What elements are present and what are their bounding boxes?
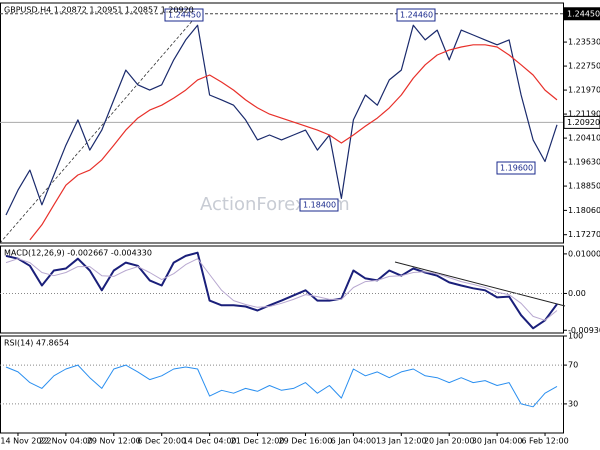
panel-title: MACD(12,26,9) -0.002667 -0.004330 — [4, 249, 152, 258]
y-tick-label: 1.20410 — [568, 134, 600, 143]
panel-frame — [0, 335, 564, 434]
annotation: 1.24450 — [168, 11, 201, 20]
annotation: 1.24460 — [400, 11, 433, 20]
y-tick-label: 1.19630 — [568, 158, 600, 167]
y-tick-label: 1.18060 — [568, 206, 600, 215]
y-tick-label: 1.21190 — [568, 110, 600, 119]
series-line — [5, 364, 558, 408]
y-tick-label: 70 — [568, 361, 578, 370]
x-tick-label: 22 Nov 04:00 — [39, 437, 93, 446]
annotation-box — [299, 198, 339, 212]
series-line — [5, 24, 558, 216]
y-tick-label: 1.21970 — [568, 86, 600, 95]
series-line — [5, 251, 558, 330]
y-tick-label: 100 — [568, 332, 583, 341]
y-tick-label: 0.010004 — [568, 249, 600, 258]
x-tick-label: 6 Feb 12:00 — [521, 437, 568, 446]
trend-line — [394, 261, 566, 307]
trend-line — [0, 11, 201, 244]
y-tick-label: 1.18850 — [568, 182, 600, 191]
y-tick-label: 0.00 — [568, 289, 586, 298]
annotation-box — [396, 8, 436, 22]
y-tick-label: 1.23530 — [568, 38, 600, 47]
y-tick-label: -0.009306 — [568, 326, 600, 335]
level-label: 1.24450 — [567, 9, 600, 18]
y-tick-label: 30 — [568, 399, 578, 408]
x-tick-label: 14 Nov 2022 — [0, 437, 51, 446]
annotation-box — [496, 161, 536, 175]
y-tick-label: 1.17270 — [568, 230, 600, 239]
annotation: 1.19600 — [500, 164, 533, 173]
panel-title: RSI(14) 47.8654 — [4, 339, 69, 348]
x-tick-label: 29 Dec 16:00 — [279, 437, 333, 446]
y-tick-label: 1.22750 — [568, 62, 600, 71]
panel-title: GBPUSD,H4 1.20872 1.20951 1.20857 1.2092… — [4, 6, 194, 15]
x-tick-label: 14 Dec 04:00 — [183, 437, 237, 446]
x-tick-label: 6 Jan 04:00 — [331, 437, 377, 446]
level-box — [563, 115, 600, 129]
x-tick-label: 13 Jan 12:00 — [376, 437, 427, 446]
x-tick-label: 20 Jan 20:00 — [424, 437, 475, 446]
level-box — [563, 7, 600, 21]
panel-frame — [0, 245, 564, 334]
x-tick-label: 6 Dec 20:00 — [137, 437, 186, 446]
series-line — [29, 44, 558, 241]
annotation: 1.18400 — [303, 201, 336, 210]
annotation-box — [164, 8, 204, 22]
level-label: 1.20920 — [567, 118, 600, 127]
series-line — [5, 258, 558, 321]
x-tick-label: 30 Jan 04:00 — [472, 437, 523, 446]
panel-frame — [0, 2, 564, 244]
x-tick-label: 21 Dec 12:00 — [231, 437, 285, 446]
x-tick-label: 29 Nov 12:00 — [87, 437, 141, 446]
